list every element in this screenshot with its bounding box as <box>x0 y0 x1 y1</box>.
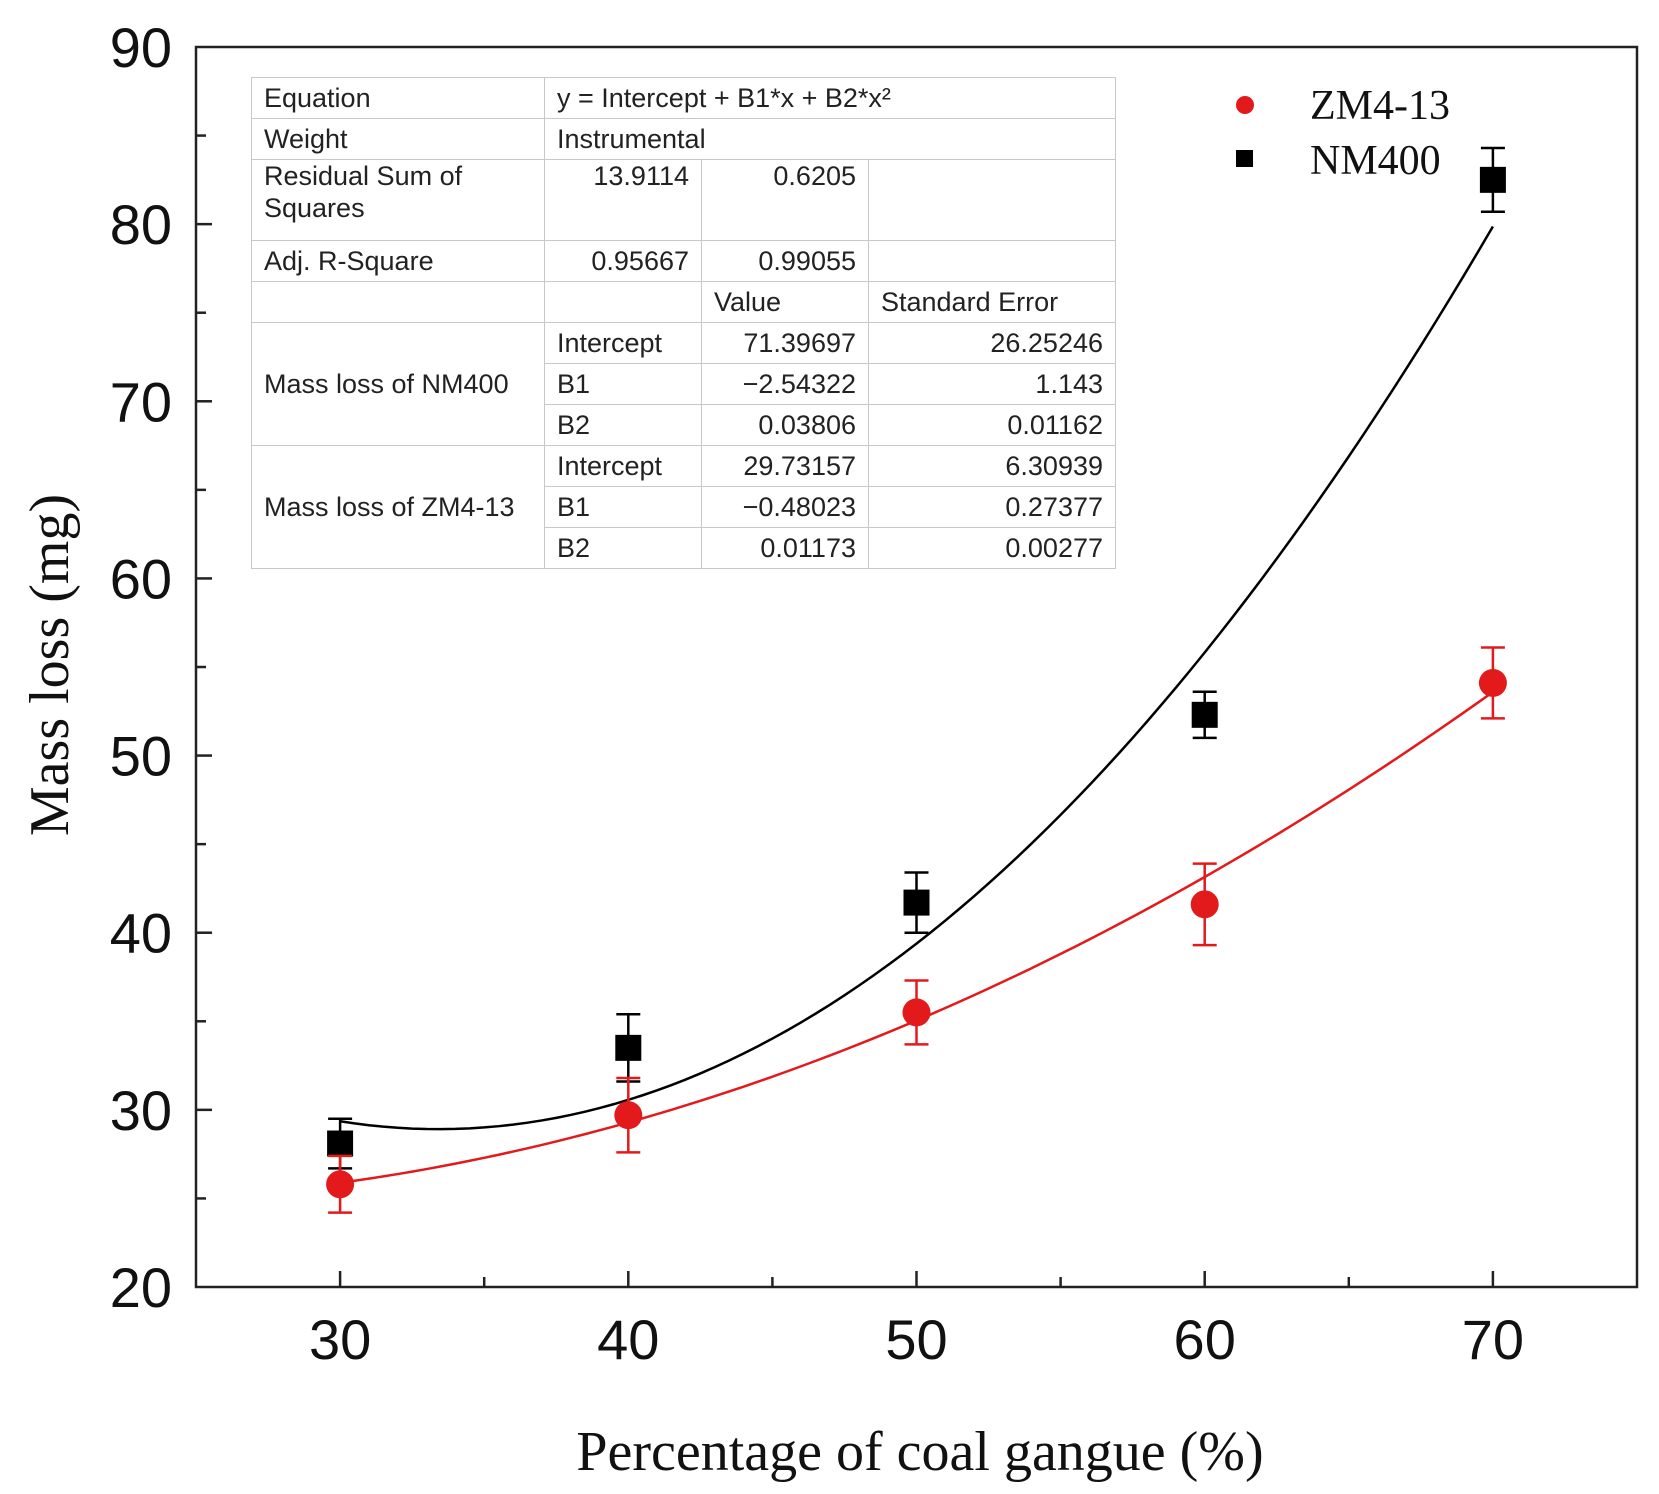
data-point-zm4-13 <box>614 1101 643 1130</box>
fit-curve-nm400 <box>339 225 1494 1131</box>
data-point-nm400 <box>903 889 930 916</box>
legend-label-nm400: NM400 <box>1310 138 1441 184</box>
data-point-nm400 <box>327 1130 354 1157</box>
rss-label: Residual Sum of Squares <box>251 159 545 241</box>
table-row: Value Standard Error <box>251 281 1116 323</box>
param-name: B1 <box>544 486 702 528</box>
equation-value: y = Intercept + B1*x + B2*x² <box>544 77 1116 119</box>
param-value: 0.03806 <box>701 404 869 446</box>
param-value: −0.48023 <box>701 486 869 528</box>
param-value: 71.39697 <box>701 322 869 364</box>
weight-value: Instrumental <box>544 118 1116 160</box>
y-tick-label: 70 <box>110 370 172 433</box>
param-stderr: 6.30939 <box>868 445 1116 487</box>
group-label-zm4-13: Mass loss of ZM4-13 <box>251 445 545 569</box>
data-point-nm400 <box>615 1034 642 1061</box>
y-tick-label: 50 <box>110 725 172 788</box>
param-stderr: 0.27377 <box>868 486 1116 528</box>
param-stderr: 0.01162 <box>868 404 1116 446</box>
legend-marker-zm4-13 <box>1236 96 1254 114</box>
y-tick-label: 80 <box>110 193 172 256</box>
value-header: Value <box>701 281 869 323</box>
data-point-zm4-13 <box>326 1170 355 1199</box>
fit-curve-zm4-13 <box>339 690 1494 1185</box>
group-label-nm400: Mass loss of NM400 <box>251 322 545 446</box>
param-stderr: 0.00277 <box>868 527 1116 569</box>
rss-label-line1: Residual Sum of <box>264 161 463 191</box>
x-tick-label: 70 <box>1462 1308 1524 1371</box>
data-point-zm4-13 <box>1478 668 1507 697</box>
table-row: B2 0.01173 0.00277 <box>252 527 1116 569</box>
param-name: Intercept <box>544 322 702 364</box>
y-tick-label: 60 <box>110 547 172 610</box>
table-row: B2 0.03806 0.01162 <box>252 404 1116 446</box>
weight-label: Weight <box>251 118 545 160</box>
equation-label: Equation <box>251 77 545 119</box>
param-name: B1 <box>544 363 702 405</box>
table-row: Mass loss of NM400 Intercept 71.39697 26… <box>251 322 1116 446</box>
data-point-nm400 <box>1479 166 1506 193</box>
legend-label-zm4-13: ZM4-13 <box>1310 83 1450 129</box>
param-stderr: 26.25246 <box>868 322 1116 364</box>
table-row: Residual Sum of Squares 13.9114 0.6205 <box>251 159 1116 241</box>
param-value: −2.54322 <box>701 363 869 405</box>
empty-cell <box>868 159 1116 241</box>
param-value: 29.73157 <box>701 445 869 487</box>
rss-value-zm4-13: 0.6205 <box>701 159 869 241</box>
empty-cell <box>544 281 702 323</box>
adj-r2-value-zm4-13: 0.99055 <box>701 240 869 282</box>
param-name: B2 <box>544 404 702 446</box>
rss-label-line2: Squares <box>264 193 365 223</box>
x-tick-label: 40 <box>597 1308 659 1371</box>
param-name: B2 <box>544 527 702 569</box>
legend-marker-nm400 <box>1236 150 1253 167</box>
param-name: Intercept <box>544 445 702 487</box>
y-tick-label: 20 <box>110 1256 172 1319</box>
table-row: Adj. R-Square 0.95667 0.99055 <box>251 240 1116 282</box>
param-stderr: 1.143 <box>868 363 1116 405</box>
adj-r2-label: Adj. R-Square <box>251 240 545 282</box>
adj-r2-value-nm400: 0.95667 <box>544 240 702 282</box>
y-tick-label: 90 <box>110 16 172 79</box>
empty-cell <box>868 240 1116 282</box>
empty-cell <box>251 281 545 323</box>
data-point-zm4-13 <box>902 998 931 1027</box>
table-row: Equation y = Intercept + B1*x + B2*x² <box>251 77 1116 119</box>
param-value: 0.01173 <box>701 527 869 569</box>
data-point-zm4-13 <box>1190 890 1219 919</box>
x-axis-title: Percentage of coal gangue (%) <box>576 1421 1263 1483</box>
stderr-header: Standard Error <box>868 281 1116 323</box>
x-tick-label: 30 <box>309 1308 371 1371</box>
table-row: Mass loss of ZM4-13 Intercept 29.73157 6… <box>251 445 1116 569</box>
x-tick-label: 50 <box>885 1308 947 1371</box>
fit-results-table: Equation y = Intercept + B1*x + B2*x² We… <box>251 77 1116 569</box>
table-row: Weight Instrumental <box>251 118 1116 160</box>
data-point-nm400 <box>1191 701 1218 728</box>
y-tick-label: 30 <box>110 1079 172 1142</box>
legend: ZM4-13 NM400 <box>1236 83 1450 184</box>
x-tick-label: 60 <box>1174 1308 1236 1371</box>
y-axis-title: Mass loss (mg) <box>19 494 81 836</box>
rss-value-nm400: 13.9114 <box>544 159 702 241</box>
y-tick-label: 40 <box>110 902 172 965</box>
